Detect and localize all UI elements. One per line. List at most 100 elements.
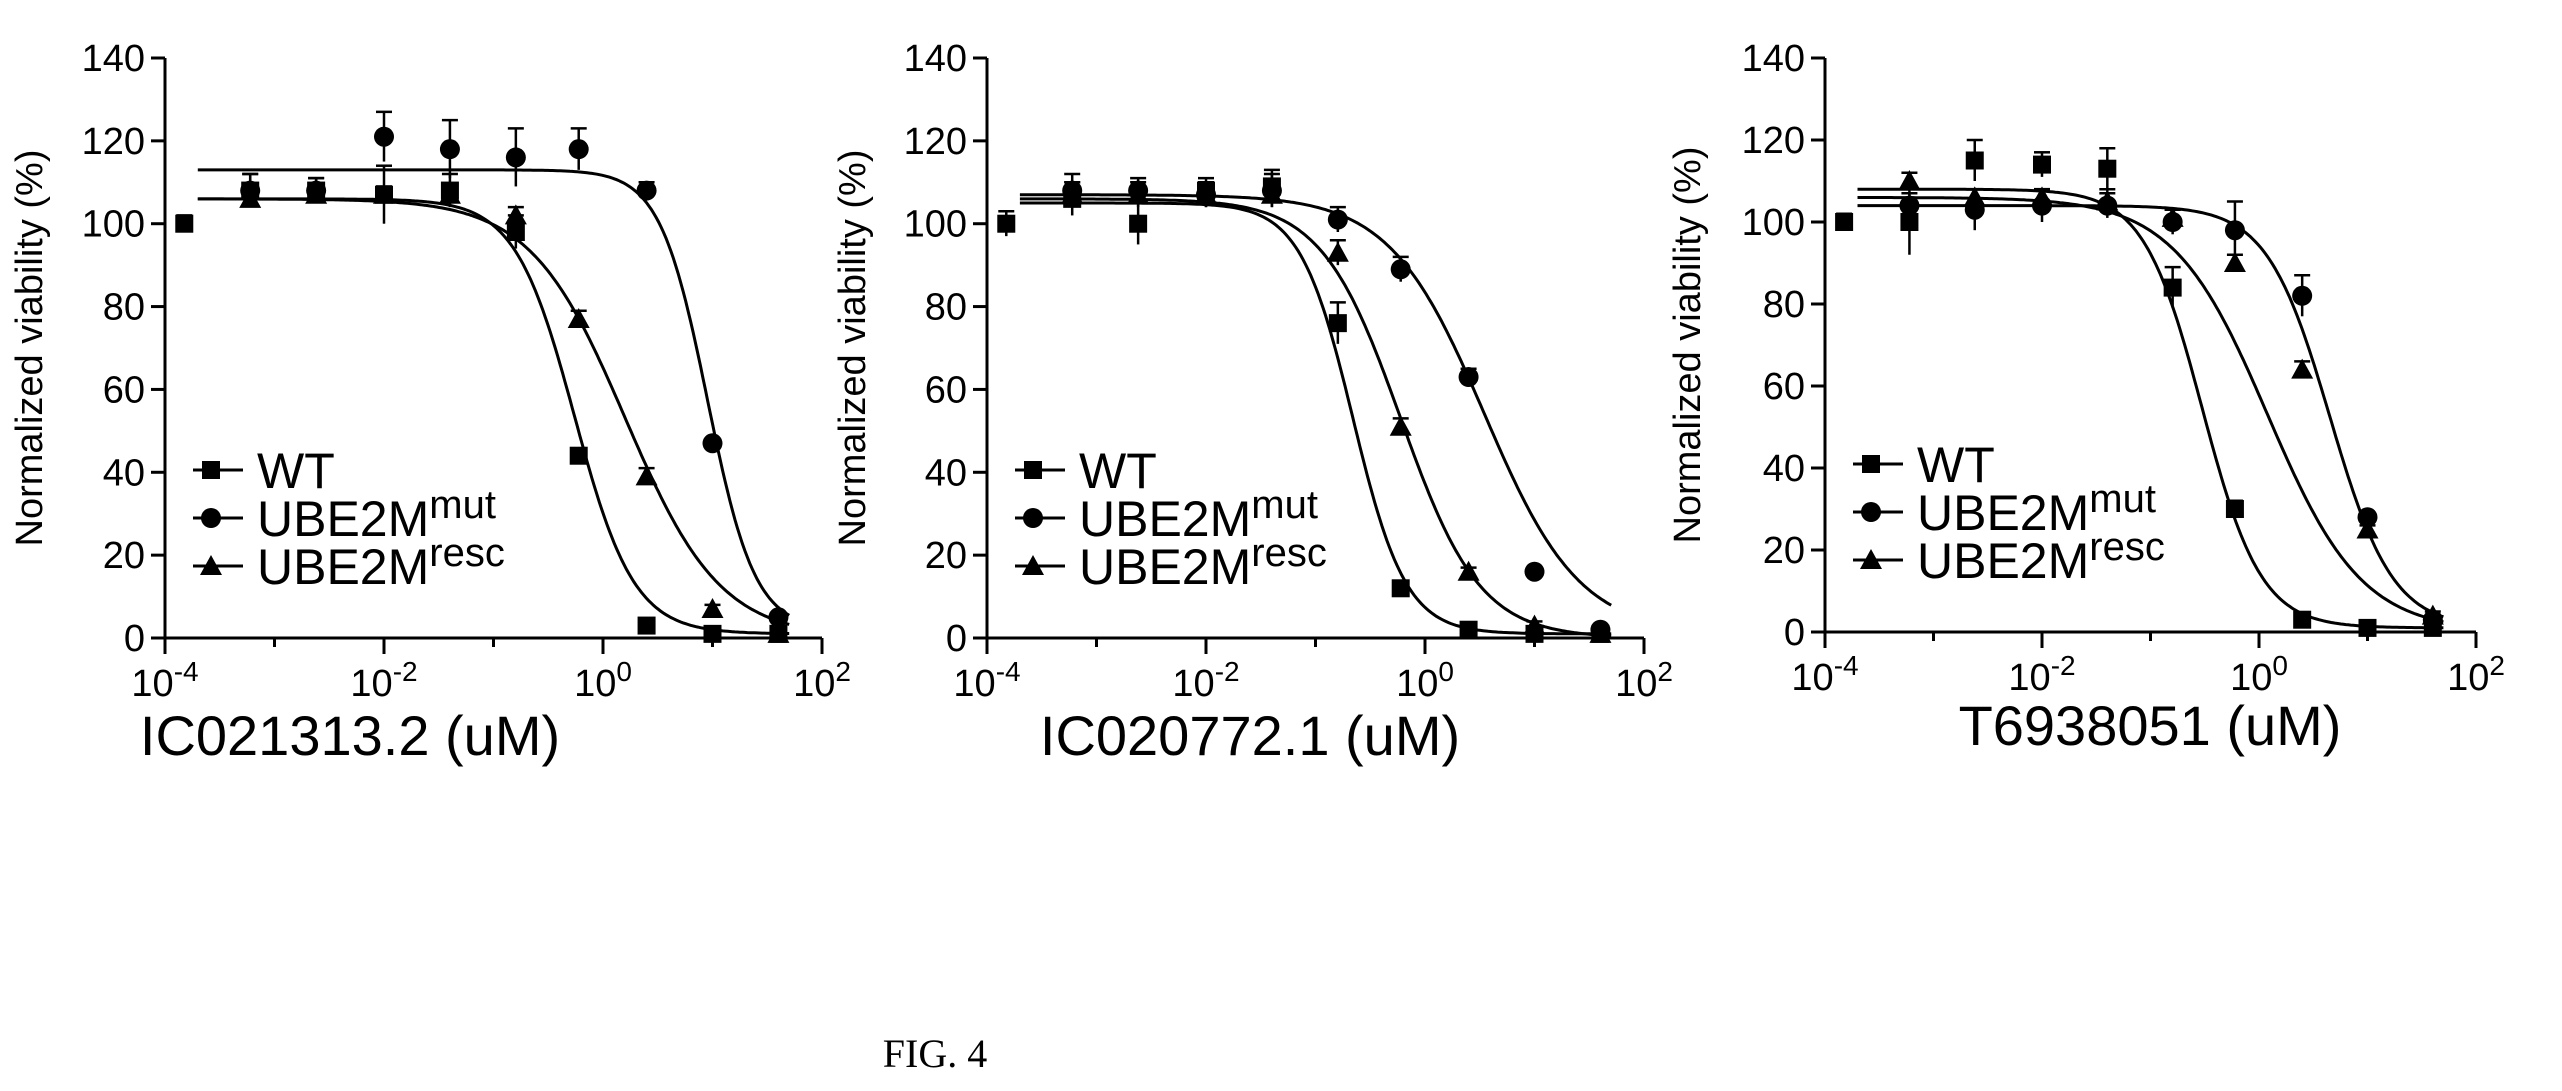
y-axis-title: Normalized viability (%) xyxy=(9,150,51,547)
legend-label: UBE2Mresc xyxy=(1917,525,2165,589)
data-point xyxy=(636,180,657,201)
data-point xyxy=(175,214,194,233)
legend-entry: UBE2Mmut xyxy=(1853,477,2156,541)
data-point xyxy=(1195,183,1217,204)
y-tick-label: 0 xyxy=(124,618,145,660)
data-point xyxy=(1963,186,1986,207)
chart-panel-1: 0 20 40 60 80 100 120 140 10-4 10-2 100 102 Normaliz… xyxy=(9,38,851,767)
data-point xyxy=(505,147,526,168)
data-point xyxy=(305,183,328,204)
data-point xyxy=(2224,220,2245,241)
data-point xyxy=(2161,206,2184,227)
fit-curve xyxy=(1857,204,2444,619)
legend-marker xyxy=(1861,502,1881,522)
y-tick-label: 120 xyxy=(82,121,145,163)
y-axis-title: Normalized viability (%) xyxy=(1667,147,1709,544)
data-point xyxy=(504,204,527,225)
legend-label: WT xyxy=(1917,437,1995,493)
data-point xyxy=(1127,183,1150,204)
x-tick-label: 10-2 xyxy=(350,656,417,705)
data-point xyxy=(1260,183,1283,204)
figure-label: FIG. 4 xyxy=(882,1031,988,1076)
data-point xyxy=(2291,358,2314,379)
legend-entry: WT xyxy=(1853,437,1995,493)
data-point xyxy=(2096,190,2119,211)
legend-label: WT xyxy=(257,443,335,499)
y-tick-label: 40 xyxy=(103,452,145,494)
y-tick-label: 60 xyxy=(1763,366,1805,408)
data-point xyxy=(703,624,722,643)
y-tick-label: 0 xyxy=(946,618,967,660)
y-tick-label: 80 xyxy=(1763,284,1805,326)
data-point xyxy=(569,446,588,465)
data-point xyxy=(1524,561,1545,582)
x-tick-label: 100 xyxy=(574,656,632,705)
y-tick-label: 60 xyxy=(925,369,967,411)
y-tick-label: 120 xyxy=(904,121,967,163)
legend-entry: UBE2Mresc xyxy=(1853,525,2165,589)
data-point xyxy=(239,187,262,208)
legend-marker xyxy=(1862,455,1880,473)
y-tick-label: 80 xyxy=(103,287,145,329)
legend-entry: WT xyxy=(1015,443,1157,499)
data-point xyxy=(373,183,395,204)
data-point xyxy=(2421,604,2444,625)
legend-marker xyxy=(202,461,220,479)
legend-label: UBE2Mmut xyxy=(1917,477,2156,541)
x-axis-title: IC020772.1 (uM) xyxy=(1040,704,1460,767)
data-point xyxy=(1899,195,1920,216)
y-tick-label: 20 xyxy=(103,535,145,577)
legend-marker xyxy=(1022,555,1044,575)
y-tick-label: 40 xyxy=(925,452,967,494)
x-tick-label: 10-2 xyxy=(1172,656,1239,705)
data-point xyxy=(1129,214,1148,233)
x-axis-title: T6938051 (uM) xyxy=(1959,694,2342,757)
data-point xyxy=(438,183,461,204)
data-point xyxy=(997,214,1016,233)
y-tick-label: 100 xyxy=(1742,202,1805,244)
data-point xyxy=(568,139,589,160)
data-point xyxy=(1523,614,1546,635)
data-point xyxy=(702,433,723,454)
y-tick-label: 140 xyxy=(82,38,145,80)
data-point xyxy=(2358,618,2377,637)
chart-panel-2: 0 20 40 60 80 100 120 140 10-4 10-2 100 102 Normaliz… xyxy=(832,38,1673,767)
data-point xyxy=(2292,285,2313,306)
series-wt xyxy=(1835,138,2444,637)
data-point xyxy=(1458,367,1479,387)
x-tick-label: 102 xyxy=(2447,650,2505,699)
x-tick-label: 102 xyxy=(793,656,851,705)
y-tick-label: 60 xyxy=(103,369,145,411)
x-tick-label: 10-2 xyxy=(2008,650,2075,699)
data-point xyxy=(1457,560,1480,581)
series-ube2m-resc xyxy=(1857,170,2444,625)
series-ube2m-resc xyxy=(197,183,790,643)
data-point xyxy=(2033,155,2051,174)
fit-curve xyxy=(197,168,790,617)
legend-entry: UBE2Mmut xyxy=(193,483,496,547)
chart-panel-3: 0 20 40 60 80 100 120 140 10-4 10-2 100 102 Normaliz… xyxy=(1667,38,2505,757)
data-point xyxy=(1391,579,1410,598)
data-point xyxy=(2098,159,2117,178)
data-point xyxy=(1835,213,1854,231)
legend-marker xyxy=(1024,461,1042,479)
data-point xyxy=(701,598,724,618)
x-tick-label: 10-4 xyxy=(953,656,1020,705)
data-point xyxy=(2293,610,2312,629)
data-point xyxy=(1328,314,1347,333)
series-ube2m-resc xyxy=(1019,181,1612,643)
y-tick-label: 0 xyxy=(1784,612,1805,654)
data-point xyxy=(637,616,656,635)
x-tick-label: 102 xyxy=(1615,656,1673,705)
data-point xyxy=(1965,151,1984,170)
data-point xyxy=(2163,278,2182,297)
x-axis-title: IC021313.2 (uM) xyxy=(140,704,560,767)
x-tick-label: 10-4 xyxy=(131,656,198,705)
data-point xyxy=(567,308,590,328)
fit-curve xyxy=(1857,196,2444,624)
legend-label: UBE2Mresc xyxy=(1079,531,1327,595)
x-tick-label: 10-4 xyxy=(1791,650,1858,699)
legend-label: UBE2Mresc xyxy=(257,531,505,595)
y-tick-label: 140 xyxy=(904,38,967,80)
fit-curve xyxy=(197,197,790,626)
